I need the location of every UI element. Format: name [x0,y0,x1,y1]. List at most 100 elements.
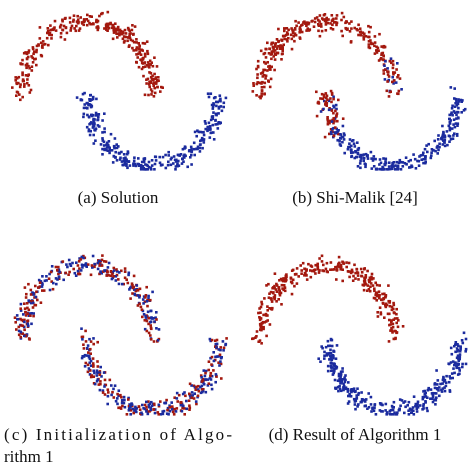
dot [92,124,96,127]
dot [328,344,331,348]
dot [22,51,26,55]
dot [460,339,464,342]
dot [129,38,133,42]
dot [279,291,283,295]
dot [92,121,96,124]
dot [21,95,24,99]
dot [346,402,350,405]
dot [385,89,389,93]
dot [407,400,411,404]
dot [211,123,215,127]
dot [282,288,285,292]
dot [68,270,71,274]
dot [259,323,262,326]
dot [210,338,214,342]
dot [371,406,374,410]
dot [367,30,371,34]
dot [152,408,156,411]
dot [94,111,98,115]
dot [458,350,462,353]
dot [369,285,372,288]
dot [135,284,139,287]
dot [453,363,456,367]
dot [323,354,326,357]
dot [383,163,387,167]
dot [143,319,147,322]
dot [393,411,396,414]
dot [368,280,371,284]
dot [362,35,366,38]
dot [153,408,157,411]
dot [218,353,222,357]
dot [21,58,24,62]
dot [395,160,399,164]
dot [410,411,413,414]
dot [139,305,143,309]
dot [290,292,294,296]
dot [202,381,205,384]
dot [23,334,26,338]
dot [100,258,104,262]
dot [18,85,22,89]
dot [430,151,433,154]
dot [266,319,269,322]
dot [142,160,146,164]
dot [28,299,32,303]
dot [124,156,127,159]
dot [138,296,141,299]
dot [260,302,264,306]
dot [331,28,335,31]
dot [51,287,55,291]
dot [161,155,165,159]
dot [27,314,31,317]
dot [35,44,39,48]
dot [327,18,330,21]
dot [373,44,376,48]
dot [390,308,394,312]
dot [183,413,186,416]
dot [23,85,26,88]
dot [147,400,150,403]
dot [348,393,351,396]
dot [166,163,170,167]
dot [123,405,127,409]
dot [315,114,319,118]
dot [193,392,196,395]
dot [364,35,368,38]
dot [444,384,448,388]
dot [315,16,319,19]
dot [89,122,92,125]
dot [180,409,184,413]
dot [20,318,23,322]
dot [283,29,286,33]
dot [396,62,399,65]
dot [190,391,194,394]
dot [273,68,276,72]
dot [332,134,336,138]
dot [452,118,456,121]
dot [321,18,325,21]
dot [341,140,344,144]
dot [364,152,368,156]
dot [289,277,293,280]
dot [157,404,161,408]
dot [298,31,301,34]
dot [143,52,147,56]
dot [106,22,109,26]
dot [144,163,147,166]
dot [173,396,176,399]
dot [262,313,265,317]
dot [339,137,343,140]
dot [167,413,170,416]
dot [217,348,221,351]
dot [149,408,153,412]
dot [337,132,340,136]
dot [335,107,338,111]
dot [329,89,333,93]
dot [379,161,383,165]
dot [146,49,149,53]
dot [416,402,419,406]
dot [222,105,225,109]
dot [150,93,153,96]
dot [434,392,438,395]
